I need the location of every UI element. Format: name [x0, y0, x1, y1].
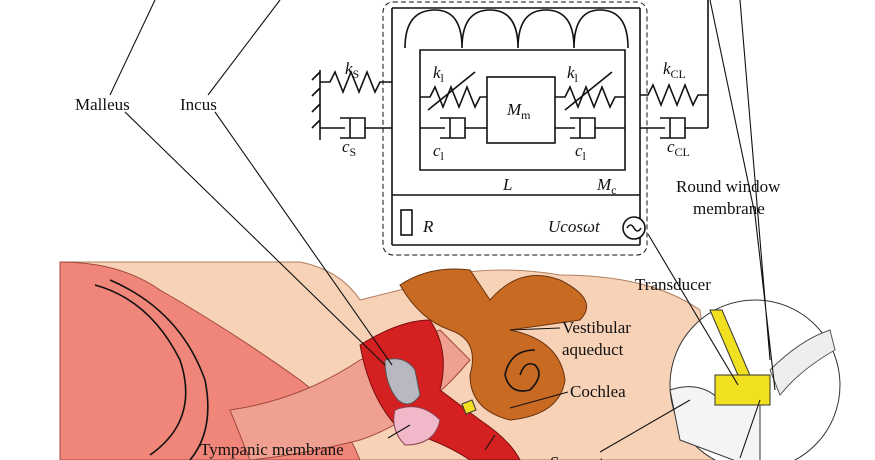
- label: membrane: [693, 199, 765, 218]
- symbol: cS: [342, 137, 356, 159]
- symbol: cl: [433, 141, 445, 163]
- symbol: Mm: [506, 100, 531, 122]
- symbol: cCL: [667, 137, 690, 159]
- label: Malleus: [75, 95, 130, 114]
- symbol: kl: [567, 63, 579, 85]
- leader-lines: [109, 0, 776, 459]
- label: Cochlea: [570, 382, 626, 401]
- circuit: [311, 0, 709, 256]
- symbol: Ucosωt: [548, 217, 601, 236]
- symbol: Mc: [596, 175, 617, 197]
- symbol: kCL: [663, 59, 686, 81]
- anatomy: [59, 261, 841, 460]
- symbol: kl: [433, 63, 445, 85]
- symbol: L: [502, 175, 512, 194]
- symbol: kS: [345, 59, 359, 81]
- symbol: R: [422, 217, 434, 236]
- label: Support: [550, 453, 604, 460]
- label: Vestibular: [562, 318, 631, 337]
- label: aqueduct: [562, 340, 624, 359]
- label: Transducer: [635, 275, 711, 294]
- label: Round window: [676, 177, 781, 196]
- label: Incus: [180, 95, 217, 114]
- label: Tympanic membrane: [200, 440, 344, 459]
- symbol: cl: [575, 141, 587, 163]
